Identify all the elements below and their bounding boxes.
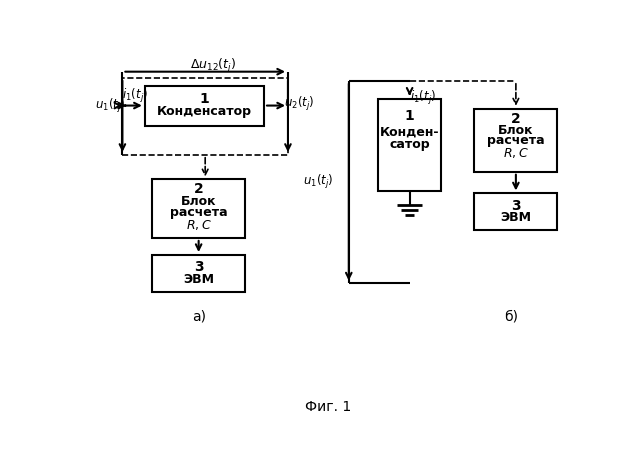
Bar (474, 109, 557, 172)
Text: 3: 3 (511, 199, 521, 212)
Text: $R,C$: $R,C$ (503, 146, 529, 160)
Text: ЭВМ: ЭВМ (183, 273, 214, 286)
Text: Блок: Блок (181, 195, 216, 208)
Bar (145, 85, 264, 126)
Text: расчета: расчета (487, 135, 545, 147)
Text: сатор: сатор (389, 138, 430, 151)
Bar (378, 98, 441, 191)
Text: 3: 3 (194, 260, 204, 274)
Text: $u_1(t_j)$: $u_1(t_j)$ (95, 97, 125, 114)
Text: ЭВМ: ЭВМ (500, 212, 531, 225)
Text: Конденсатор: Конденсатор (157, 105, 252, 118)
Text: Конден-: Конден- (380, 126, 440, 139)
Text: Фиг. 1: Фиг. 1 (305, 400, 351, 414)
Text: 1: 1 (404, 108, 415, 122)
Text: б): б) (504, 310, 518, 324)
Text: 2: 2 (511, 112, 521, 126)
Text: $u_2(t_j)$: $u_2(t_j)$ (284, 95, 315, 113)
Text: 2: 2 (194, 182, 204, 197)
Bar (474, 193, 557, 230)
Text: $u_1(t_j)$: $u_1(t_j)$ (303, 173, 333, 191)
Text: а): а) (191, 310, 205, 324)
Text: $i_1(t_j)$: $i_1(t_j)$ (122, 87, 148, 106)
Text: расчета: расчета (170, 206, 227, 219)
Text: $R,C$: $R,C$ (186, 218, 212, 232)
Text: $i_1(t_j)$: $i_1(t_j)$ (410, 89, 436, 107)
Bar (152, 255, 245, 292)
Text: $\Delta u_{12}(t_j)$: $\Delta u_{12}(t_j)$ (189, 57, 236, 75)
Text: 1: 1 (200, 91, 209, 106)
Text: Блок: Блок (498, 124, 534, 136)
Bar (152, 180, 245, 238)
Bar (122, 78, 288, 155)
